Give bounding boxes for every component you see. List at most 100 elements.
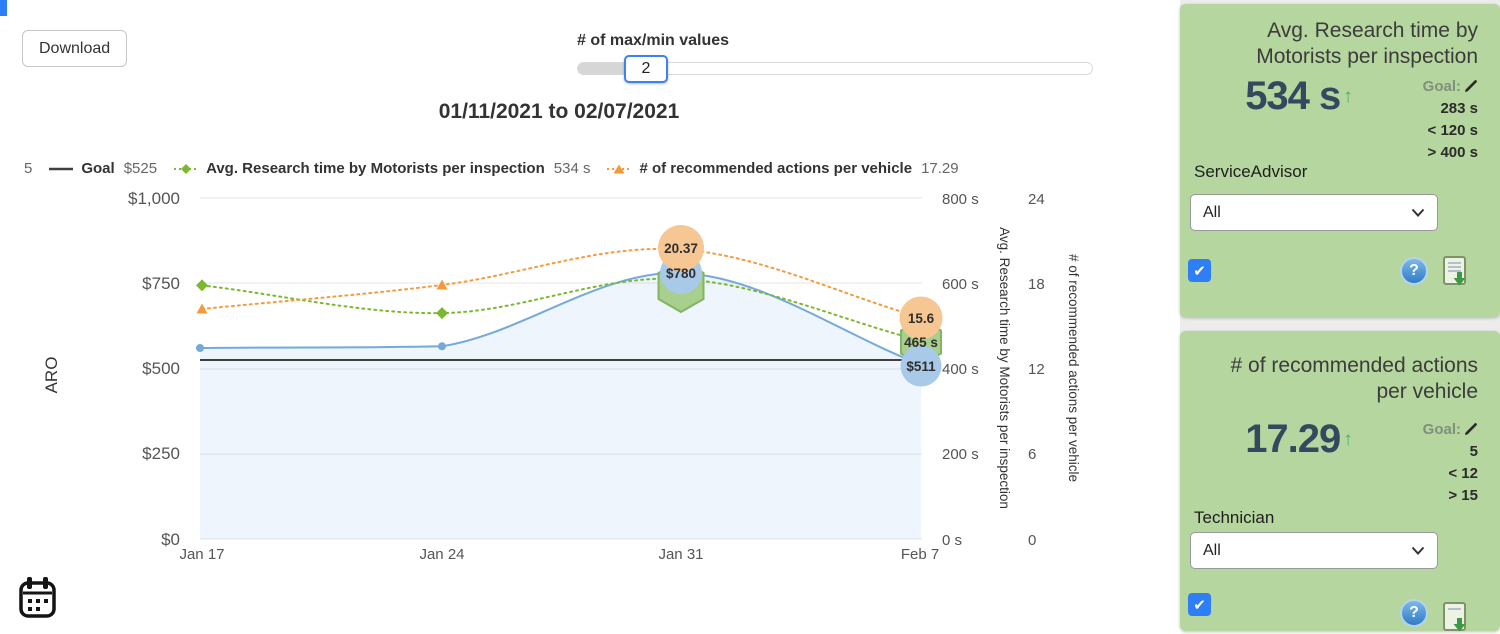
y-axis-count-ticks: 24 18 12 6 0: [1028, 191, 1045, 549]
triangle-dotted-swatch-icon: [607, 164, 632, 173]
service-advisor-label: ServiceAdvisor: [1194, 162, 1308, 181]
edge-artifact: [0, 0, 7, 16]
legend-item-recommended-actions[interactable]: # of recommended actions per vehicle 17.…: [606, 160, 959, 177]
metric-value: 17.29 ↑: [1196, 417, 1402, 462]
legend-label: Goal: [81, 160, 115, 177]
metric-number: 534 s: [1245, 74, 1341, 118]
report-download-icon[interactable]: [1439, 254, 1471, 288]
research-point-diamond: [196, 279, 208, 292]
low-threshold: < 120 s: [1427, 122, 1478, 139]
x-tick: Jan 17: [179, 546, 224, 563]
actions-series-line: [201, 247, 922, 319]
goal-block: Goal: 283 s < 120 s > 400 s: [1423, 76, 1478, 164]
y-axis-left-ticks: $1,000 $750 $500 $250 $0: [128, 189, 180, 549]
metric-value: 534 s ↑: [1196, 74, 1402, 119]
download-button[interactable]: Download: [22, 30, 128, 67]
technician-label: Technician: [1194, 508, 1275, 527]
metric-panel-recommended-actions: # of recommended actions per vehicle 17.…: [1180, 331, 1500, 634]
legend-item-goal[interactable]: Goal $525: [48, 160, 157, 177]
trend-up-icon: ↑: [1343, 86, 1353, 107]
check-icon: ✔: [1193, 596, 1206, 614]
goal-label: Goal:: [1422, 78, 1461, 95]
service-advisor-select[interactable]: All: [1190, 194, 1438, 231]
panel-title-line1: Avg. Research time by: [1267, 19, 1478, 42]
question-glyph: ?: [1409, 262, 1419, 279]
legend-value: 17.29: [921, 160, 959, 177]
timeseries-chart: $1,000 $750 $500 $250 $0 ARO 800 s 600 s…: [42, 189, 1081, 563]
technician-select[interactable]: All: [1190, 532, 1438, 569]
high-threshold: > 15: [1448, 487, 1478, 504]
edit-goal-icon[interactable]: [1464, 79, 1478, 93]
panel-title: # of recommended actions per vehicle: [1180, 331, 1500, 405]
trend-up-icon: ↑: [1343, 429, 1353, 450]
y-axis-seconds-title: Avg. Research time by Motorists per insp…: [997, 227, 1012, 509]
aro-min-bubble: [900, 345, 942, 387]
low-threshold: < 12: [1448, 465, 1478, 482]
check-icon: ✔: [1193, 262, 1206, 280]
max-min-bubbles-feb7: 15.6 465 s $511: [899, 296, 943, 387]
chart-legend: 5 Goal $525 Avg. Research time by Motori…: [24, 160, 959, 177]
actions-max-bubble: [658, 225, 704, 271]
aro-max-label: $780: [666, 266, 696, 281]
max-min-slider-track[interactable]: [577, 62, 1093, 75]
y-tick: 600 s: [942, 276, 979, 293]
panel-title-line2: Motorists per inspection: [1256, 45, 1478, 68]
aro-point: [438, 342, 446, 351]
gridlines: [200, 197, 922, 540]
metric-number: 17.29: [1245, 417, 1341, 461]
y-tick: 0 s: [942, 532, 962, 549]
question-glyph: ?: [1409, 604, 1419, 621]
diamond-dotted-swatch-icon: [174, 163, 199, 174]
legend-value: 534 s: [553, 160, 591, 177]
y-axis-left-title: ARO: [42, 357, 61, 394]
y-tick: 18: [1028, 276, 1045, 293]
goal-block: Goal: 5 < 12 > 15: [1423, 419, 1478, 507]
goal-value: 283 s: [1440, 100, 1478, 117]
date-range-title: 01/11/2021 to 02/07/2021: [438, 100, 680, 123]
legend-label: Avg. Research time by Motorists per insp…: [206, 160, 545, 177]
report-download-icon[interactable]: [1439, 600, 1471, 634]
aro-min-label: $511: [906, 359, 936, 374]
help-icon[interactable]: ?: [1400, 599, 1428, 627]
legend-value: $525: [123, 160, 158, 177]
x-axis-ticks: Jan 17 Jan 24 Jan 31 Feb 7: [179, 546, 939, 563]
actions-min-bubble: [899, 296, 943, 340]
research-time-series-line: [201, 277, 922, 342]
max-min-bubbles-jan31: 20.37 $780: [657, 225, 705, 314]
y-axis-seconds-ticks: 800 s 600 s 400 s 200 s 0 s: [942, 191, 979, 549]
aro-series-line: [199, 271, 922, 366]
aro-series-area: [200, 272, 921, 539]
panel-title-line2: per vehicle: [1376, 380, 1478, 403]
y-tick: $250: [142, 444, 180, 463]
panel-enabled-checkbox[interactable]: ✔: [1188, 593, 1211, 616]
goal-label: Goal:: [1422, 421, 1461, 438]
y-tick: 800 s: [942, 191, 979, 208]
select-value: All: [1203, 203, 1221, 221]
research-min-label: 465 s: [904, 335, 938, 350]
help-icon[interactable]: ?: [1400, 257, 1428, 285]
y-tick: 12: [1028, 361, 1045, 378]
metric-panel-research-time: Avg. Research time by Motorists per insp…: [1180, 4, 1500, 317]
y-tick: $1,000: [128, 189, 180, 208]
y-tick: 6: [1028, 446, 1036, 463]
x-tick: Jan 31: [658, 546, 703, 563]
y-tick: $500: [142, 359, 180, 378]
x-tick: Jan 24: [419, 546, 464, 563]
select-value: All: [1203, 541, 1221, 559]
actions-point-triangle: [196, 303, 208, 314]
legend-item-research-time[interactable]: Avg. Research time by Motorists per insp…: [173, 160, 590, 177]
panel-title: Avg. Research time by Motorists per insp…: [1180, 4, 1500, 70]
goal-line-swatch-icon: [49, 167, 74, 170]
max-min-slider-handle[interactable]: 2: [624, 55, 668, 83]
chevron-down-icon: [1411, 208, 1425, 217]
chart-region: Download # of max/min values 2 01/11/202…: [0, 0, 1093, 618]
research-point-diamond: [436, 307, 448, 320]
max-min-slider-label: # of max/min values: [577, 32, 730, 49]
actions-max-label: 20.37: [664, 241, 698, 256]
x-tick: Feb 7: [901, 546, 939, 563]
actions-min-label: 15.6: [908, 311, 935, 326]
panel-enabled-checkbox[interactable]: ✔: [1188, 259, 1211, 282]
panel-title-line1: # of recommended actions: [1230, 354, 1478, 377]
edit-goal-icon[interactable]: [1464, 422, 1478, 436]
y-tick: 200 s: [942, 446, 979, 463]
